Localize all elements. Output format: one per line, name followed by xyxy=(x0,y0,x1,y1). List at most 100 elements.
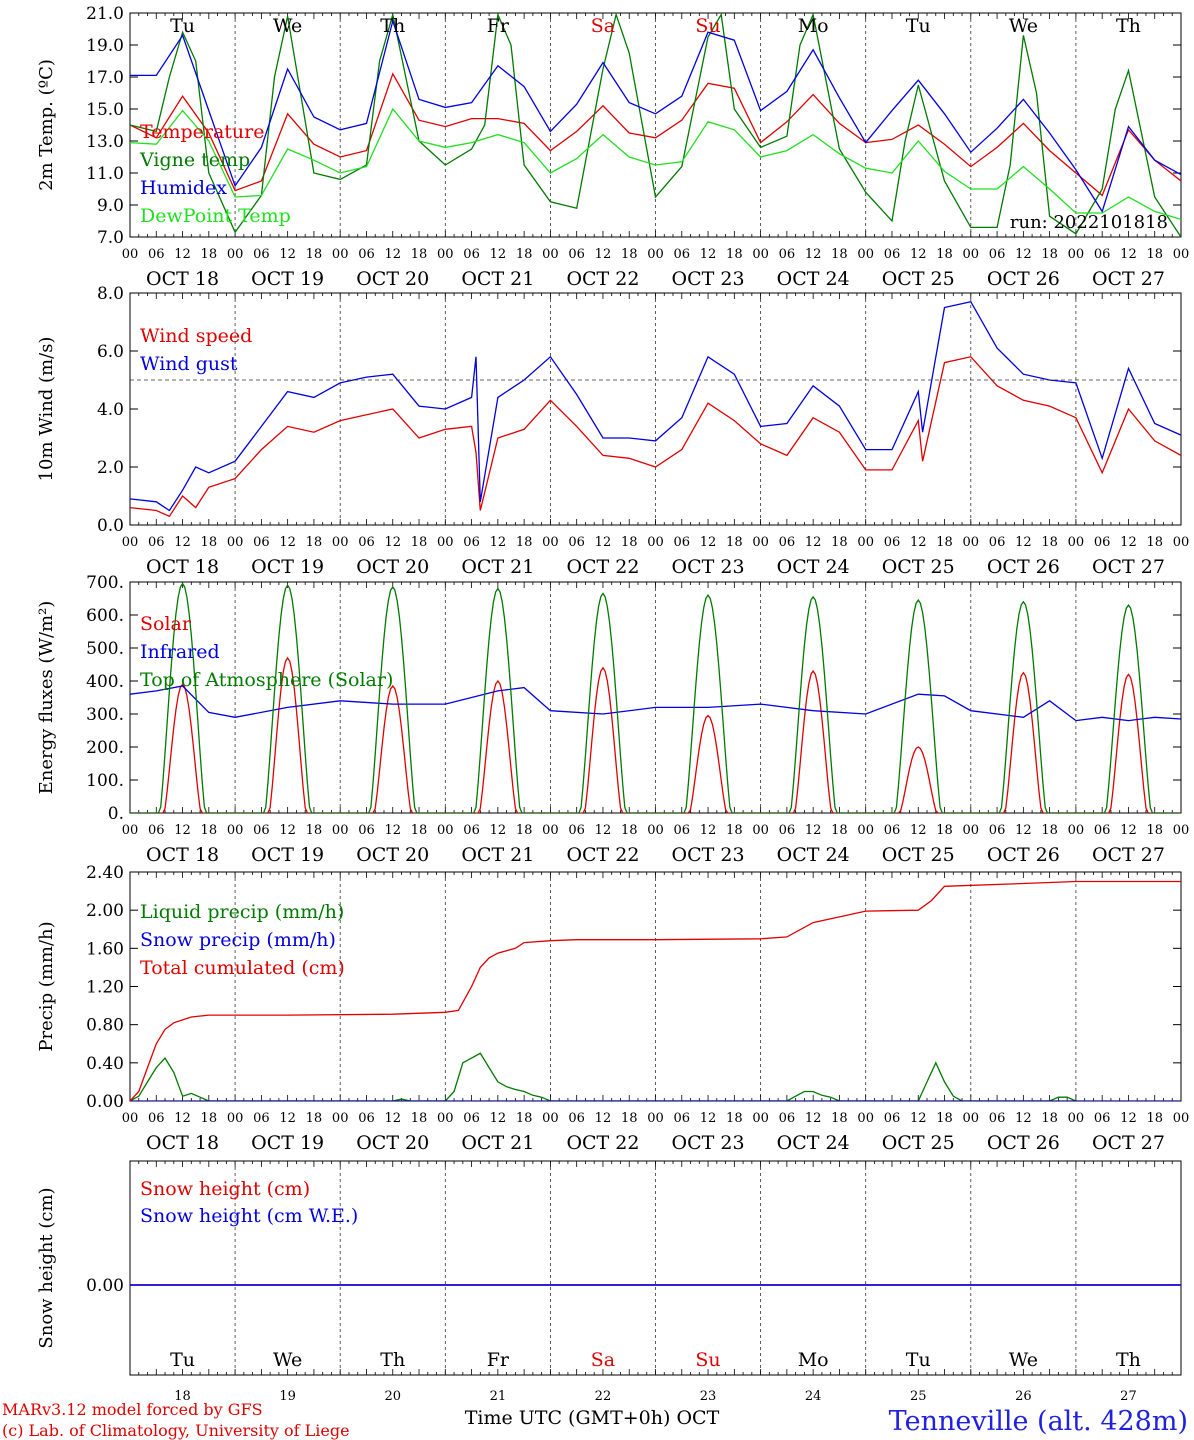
x-day-label: OCT 26 xyxy=(987,1132,1060,1154)
x-tick-label: 12 xyxy=(1120,535,1137,550)
x-tick-label: 18 xyxy=(726,1111,743,1126)
x-tick-label: 18 xyxy=(516,247,533,262)
panel-4: 2.40 2.00 1.60 1.20 0.80 0.40 0.00 Precip (mm/h… xyxy=(36,863,1189,1154)
weekday-label: Tu xyxy=(906,15,931,37)
x-day-label: OCT 24 xyxy=(777,268,850,290)
x-tick-label: 06 xyxy=(463,823,480,838)
x-tick-label: 06 xyxy=(989,535,1006,550)
x-tick-label: 18 xyxy=(621,1111,638,1126)
x-tick-label: 18 xyxy=(936,823,953,838)
x-tick-label: 12 xyxy=(279,823,296,838)
x-tick-label: 12 xyxy=(910,1111,927,1126)
x-tick-label: 00 xyxy=(647,823,664,838)
x-day-label: OCT 24 xyxy=(777,844,850,866)
x-tick-label: 00 xyxy=(963,823,980,838)
x-tick-label: 06 xyxy=(253,1111,270,1126)
footer-model-line2: (c) Lab. of Climatology, University of L… xyxy=(2,1421,350,1440)
x-day-label: OCT 19 xyxy=(251,268,324,290)
x-tick-label: 18 xyxy=(201,823,218,838)
y-tick-label: 100. xyxy=(86,771,124,791)
x-tick-label: 12 xyxy=(910,247,927,262)
y-tick-label: 17.0 xyxy=(86,68,124,88)
x-tick-label: 00 xyxy=(437,1111,454,1126)
y-tick-label: 500. xyxy=(86,639,124,659)
x-tick-label: 06 xyxy=(674,247,691,262)
x-tick-label: 12 xyxy=(174,247,191,262)
y-tick-label: 4.0 xyxy=(97,400,124,420)
x-tick-label: 06 xyxy=(358,823,375,838)
day-number-label: 24 xyxy=(805,1389,822,1404)
x-tick-label: 06 xyxy=(884,823,901,838)
day-number-label: 26 xyxy=(1015,1389,1032,1404)
x-tick-label: 06 xyxy=(253,535,270,550)
x-tick-label: 06 xyxy=(884,1111,901,1126)
x-day-label: OCT 27 xyxy=(1092,1132,1165,1154)
weekday-label: Tu xyxy=(170,1349,195,1371)
x-tick-label: 18 xyxy=(1146,823,1163,838)
x-tick-label: 06 xyxy=(884,535,901,550)
x-tick-label: 00 xyxy=(332,535,349,550)
x-tick-label: 00 xyxy=(647,535,664,550)
panel-1: 21.0 19.0 17.0 15.0 13.0 11.0 9.0 7.0 2m Temp. (… xyxy=(36,4,1189,290)
x-tick-label: 18 xyxy=(831,535,848,550)
x-tick-label: 12 xyxy=(490,823,507,838)
x-tick-label: 00 xyxy=(227,247,244,262)
series-line xyxy=(130,1052,1077,1101)
y-axis-label: 2m Temp. (ºC) xyxy=(36,59,57,191)
weekday-label: Su xyxy=(695,15,720,37)
x-tick-label: 00 xyxy=(122,823,139,838)
x-day-label: OCT 22 xyxy=(566,844,639,866)
panel-2: 8.0 6.0 4.0 2.0 0.0 10m Wind (m/s) 00 06 12 18 OCT… xyxy=(36,284,1189,578)
y-tick-label: 6.0 xyxy=(97,342,124,362)
x-tick-label: 00 xyxy=(437,823,454,838)
x-tick-label: 12 xyxy=(910,823,927,838)
x-tick-label: 06 xyxy=(568,1111,585,1126)
weekday-label: Th xyxy=(1116,15,1141,37)
x-tick-label: 18 xyxy=(306,247,323,262)
x-tick-label: 00 xyxy=(752,535,769,550)
legend-entry: Solar xyxy=(140,613,192,635)
x-tick-label: 06 xyxy=(1094,823,1111,838)
x-day-label: OCT 20 xyxy=(356,268,429,290)
x-tick-label: 06 xyxy=(674,1111,691,1126)
x-tick-label: 00 xyxy=(963,247,980,262)
x-day-label: OCT 24 xyxy=(777,1132,850,1154)
x-tick-label: 06 xyxy=(779,247,796,262)
y-tick-label: 2.00 xyxy=(86,901,124,921)
panel-frame xyxy=(129,12,1182,238)
weekday-label: Tu xyxy=(906,1349,931,1371)
x-tick-label: 12 xyxy=(700,1111,717,1126)
x-tick-label: 18 xyxy=(306,535,323,550)
x-tick-label: 00 xyxy=(857,823,874,838)
y-tick-label: 7.0 xyxy=(97,228,124,248)
weekday-label: Th xyxy=(380,1349,405,1371)
x-day-label: OCT 25 xyxy=(882,556,955,578)
x-tick-label: 18 xyxy=(1041,1111,1058,1126)
y-tick-label: 0.40 xyxy=(86,1054,124,1074)
x-tick-label: 18 xyxy=(831,1111,848,1126)
y-tick-label: 2.0 xyxy=(97,458,124,478)
legend-entry: Top of Atmosphere (Solar) xyxy=(140,669,393,691)
x-day-label: OCT 27 xyxy=(1092,556,1165,578)
x-tick-label: 00 xyxy=(542,823,559,838)
x-tick-label: 12 xyxy=(384,823,401,838)
x-tick-label: 00 xyxy=(542,1111,559,1126)
footer-axis-title: Time UTC (GMT+0h) OCT xyxy=(465,1407,720,1429)
x-day-label: OCT 21 xyxy=(461,556,534,578)
series-line xyxy=(130,880,1181,1101)
x-day-label: OCT 21 xyxy=(461,268,534,290)
x-tick-label: 00 xyxy=(1173,823,1190,838)
x-tick-label: 18 xyxy=(306,1111,323,1126)
x-tick-label: 12 xyxy=(279,1111,296,1126)
day-number-label: 27 xyxy=(1120,1389,1137,1404)
y-tick-label: 300. xyxy=(86,705,124,725)
x-tick-label: 12 xyxy=(1120,823,1137,838)
x-tick-label: 06 xyxy=(148,1111,165,1126)
x-tick-label: 18 xyxy=(1041,247,1058,262)
x-tick-label: 06 xyxy=(358,247,375,262)
panels: 21.0 19.0 17.0 15.0 13.0 11.0 9.0 7.0 2m Temp. (… xyxy=(36,4,1189,1404)
x-tick-label: 18 xyxy=(411,823,428,838)
x-tick-label: 18 xyxy=(831,247,848,262)
x-tick-label: 06 xyxy=(148,535,165,550)
day-number-label: 22 xyxy=(595,1389,612,1404)
